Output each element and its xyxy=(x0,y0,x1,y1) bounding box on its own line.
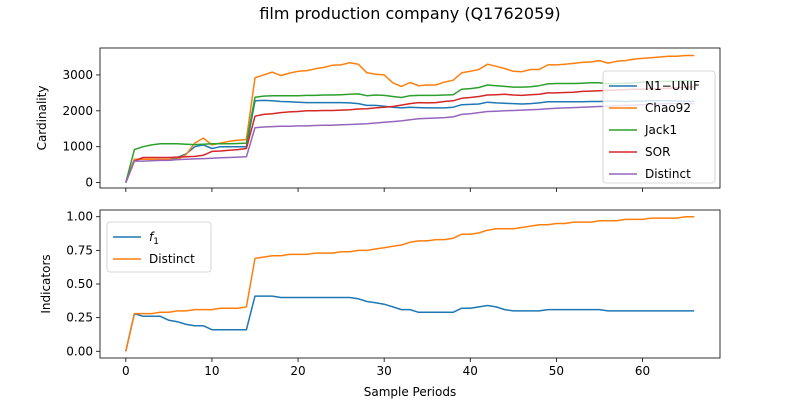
legend-label-distinct: Distinct xyxy=(149,252,195,266)
x-tick-label: 20 xyxy=(290,364,305,378)
legend-box xyxy=(602,70,716,184)
y-tick-label: 1000 xyxy=(62,140,93,154)
x-tick-label: 60 xyxy=(635,364,650,378)
indicators-panel: 0 10 20 30 40 50 60 0.00 0.25 0.50 0.75 1.00 Indicat… xyxy=(39,209,721,378)
legend-label-f1: f1 xyxy=(149,230,159,247)
y-axis-label: Indicators xyxy=(39,254,53,313)
axes-frame xyxy=(99,47,721,189)
y-tick-label: 3000 xyxy=(62,68,93,82)
x-tick-label: 10 xyxy=(204,364,219,378)
series-line-distinct xyxy=(125,102,695,183)
y-tick-label: 1.00 xyxy=(66,210,93,224)
y-tick-label: 0.25 xyxy=(66,311,93,325)
y-tick-label: 0.00 xyxy=(66,344,93,358)
y-axis-label: Cardinality xyxy=(35,86,49,151)
series-line-distinct xyxy=(125,215,695,352)
legend-label-distinct: Distinct xyxy=(645,167,691,181)
legend: N1−UNIF Chao92 Jack1 SOR Distinct xyxy=(602,70,716,184)
series-line-n1-unif xyxy=(125,99,695,183)
legend-label-n1-unif: N1−UNIF xyxy=(645,79,700,93)
legend: f1 Distinct xyxy=(106,221,212,273)
legend-label-jack1: Jack1 xyxy=(644,123,677,137)
figure-title: film production company (Q1762059) xyxy=(259,4,560,23)
x-tick-label: 40 xyxy=(463,364,478,378)
x-tick-label: 0 xyxy=(122,364,130,378)
series-line-f1 xyxy=(125,295,695,352)
y-tick-label: 0.50 xyxy=(66,277,93,291)
y-tick-label: 2000 xyxy=(62,104,93,118)
x-tick-label: 30 xyxy=(377,364,392,378)
y-tick-label: 0 xyxy=(85,176,93,190)
y-tick-label: 0.75 xyxy=(66,243,93,257)
series-line-jack1 xyxy=(125,79,695,183)
x-tick-label: 50 xyxy=(549,364,564,378)
cardinality-panel: 0 1000 2000 3000 Cardinality N1−UNIF Chao92 Jac… xyxy=(35,47,721,192)
legend-label-chao92: Chao92 xyxy=(645,101,691,115)
x-axis-label: Sample Periods xyxy=(364,385,456,399)
legend-label-sor: SOR xyxy=(645,145,670,159)
series-line-sor xyxy=(125,86,695,183)
